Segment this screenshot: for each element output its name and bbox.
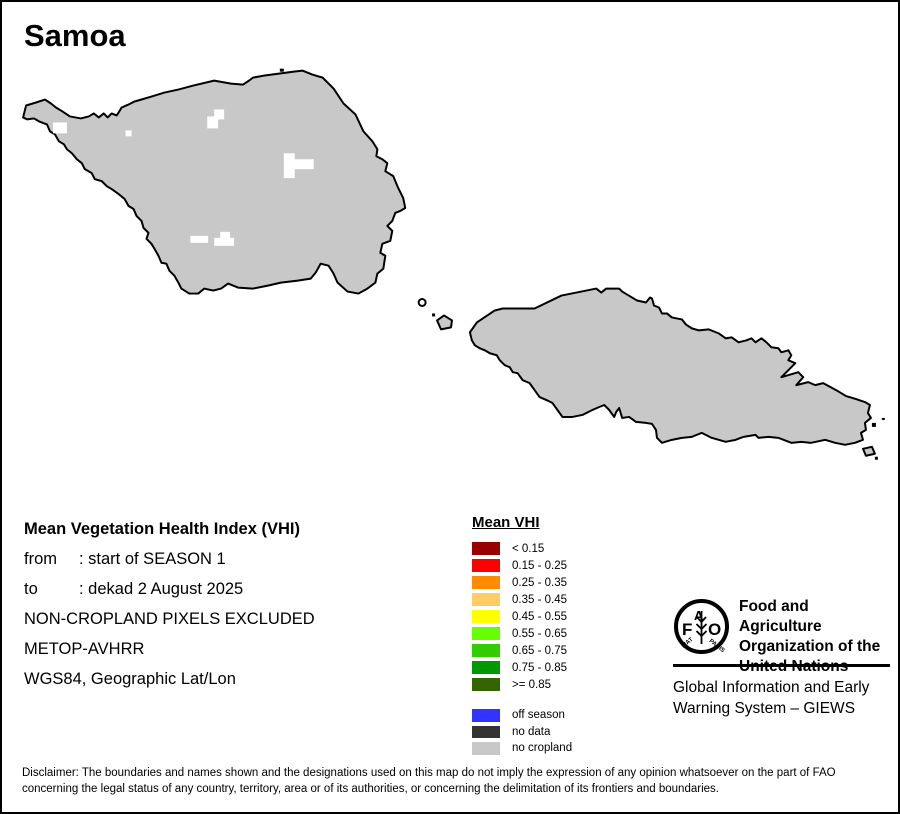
giews-subtitle-line: Warning System – GIEWS bbox=[673, 700, 856, 717]
legend-title: Mean VHI bbox=[472, 514, 540, 531]
map-info-block: Mean Vegetation Health Index (VHI) from:… bbox=[24, 514, 315, 694]
small-rock bbox=[432, 313, 436, 317]
info-row: to : dekad 2 August 2025 bbox=[24, 574, 315, 604]
info-heading: Mean Vegetation Health Index (VHI) bbox=[24, 520, 300, 538]
legend-label: < 0.15 bbox=[512, 542, 545, 555]
legend-swatch bbox=[472, 742, 500, 755]
legend-row: >= 0.85 bbox=[472, 676, 572, 693]
fao-logo-letter-o: O bbox=[708, 620, 721, 639]
legend-swatch bbox=[472, 593, 500, 606]
legend-row: 0.15 - 0.25 bbox=[472, 557, 572, 574]
savaii-north-islet bbox=[279, 68, 284, 72]
info-line: NON-CROPLAND PIXELS EXCLUDED bbox=[24, 610, 315, 628]
fao-name: Food and Agriculture Organization of the U… bbox=[739, 597, 893, 677]
legend-label: 0.45 - 0.55 bbox=[512, 610, 567, 623]
nuutele-islet bbox=[861, 445, 876, 457]
legend-classes: < 0.15 0.15 - 0.25 0.25 - 0.35 0.35 - 0.45 0… bbox=[472, 540, 572, 693]
fao-name-line: Organization of the bbox=[739, 638, 881, 655]
legend-row: 0.45 - 0.55 bbox=[472, 608, 572, 625]
legend-row: 0.65 - 0.75 bbox=[472, 642, 572, 659]
savaii-island bbox=[22, 69, 407, 295]
fao-logo-icon: F A O FIAT PANIS bbox=[674, 599, 729, 654]
legend-swatch bbox=[472, 627, 500, 640]
legend-label: 0.65 - 0.75 bbox=[512, 644, 567, 657]
savaii-excluded-pixels bbox=[52, 109, 314, 246]
info-row: from : start of SEASON 1 bbox=[24, 544, 315, 574]
legend-label: 0.75 - 0.85 bbox=[512, 661, 567, 674]
info-rows: from : start of SEASON 1 to : dekad 2 Augus… bbox=[24, 544, 315, 604]
east-rock-3 bbox=[874, 456, 878, 460]
fao-name-line: Food and Agriculture bbox=[739, 598, 822, 635]
east-rock-2 bbox=[881, 417, 885, 420]
legend-label: no cropland bbox=[512, 742, 573, 755]
wheat-ear-icon bbox=[695, 611, 708, 644]
legend-label: 0.55 - 0.65 bbox=[512, 627, 567, 640]
legend-swatch bbox=[472, 559, 500, 572]
fao-logo-letter-f: F bbox=[682, 620, 692, 639]
legend-swatch bbox=[472, 709, 500, 722]
legend-label: off season bbox=[512, 709, 565, 722]
info-row-label: to bbox=[24, 580, 38, 598]
legend-row: off season bbox=[472, 707, 572, 724]
info-row-label: from bbox=[24, 550, 57, 568]
fao-name-line: United Nations bbox=[739, 657, 893, 677]
info-row-value: : dekad 2 August 2025 bbox=[79, 580, 244, 598]
legend-swatch bbox=[472, 610, 500, 623]
legend-swatch bbox=[472, 661, 500, 674]
disclaimer: Disclaimer: The boundaries and names sho… bbox=[22, 766, 882, 797]
legend-row: < 0.15 bbox=[472, 540, 572, 557]
legend-swatch bbox=[472, 725, 500, 738]
legend-swatch bbox=[472, 678, 500, 691]
legend-label: no data bbox=[512, 725, 551, 738]
legend-swatch bbox=[472, 542, 500, 555]
legend-row: no data bbox=[472, 724, 572, 741]
disclaimer-line: Disclaimer: The boundaries and names sho… bbox=[22, 767, 836, 779]
legend-row: 0.75 - 0.85 bbox=[472, 659, 572, 676]
page-title: Samoa bbox=[24, 18, 126, 53]
manono-islet bbox=[436, 314, 453, 331]
apolima-islet bbox=[417, 298, 427, 307]
legend-swatch bbox=[472, 576, 500, 589]
legend-label: >= 0.85 bbox=[512, 678, 552, 691]
fao-divider bbox=[673, 664, 890, 667]
disclaimer-line: concerning the legal status of any count… bbox=[22, 782, 719, 795]
legend-extra: off season no data no cropland bbox=[472, 707, 572, 757]
legend-row: 0.25 - 0.35 bbox=[472, 574, 572, 591]
east-rock-1 bbox=[871, 422, 876, 427]
legend-swatch bbox=[472, 644, 500, 657]
legend-row: no cropland bbox=[472, 740, 572, 757]
legend-label: 0.15 - 0.25 bbox=[512, 559, 567, 572]
legend-label: 0.25 - 0.35 bbox=[512, 576, 567, 589]
info-line: WGS84, Geographic Lat/Lon bbox=[24, 670, 236, 688]
legend-row: 0.35 - 0.45 bbox=[472, 591, 572, 608]
info-lines: NON-CROPLAND PIXELS EXCLUDED METOP-AVHRR W… bbox=[24, 604, 315, 694]
fao-logo-letter-a: A bbox=[694, 608, 704, 623]
vhi-legend: Mean VHI < 0.15 0.15 - 0.25 0.25 - 0.35 0.3… bbox=[472, 514, 572, 757]
legend-row: 0.55 - 0.65 bbox=[472, 625, 572, 642]
legend-label: 0.35 - 0.45 bbox=[512, 593, 567, 606]
upolu-island bbox=[468, 287, 872, 446]
giews-subtitle: Global Information and Early Warning Syst… bbox=[673, 677, 869, 719]
info-row-value: : start of SEASON 1 bbox=[79, 550, 226, 568]
giews-subtitle-line: Global Information and Early bbox=[673, 679, 870, 696]
info-line: METOP-AVHRR bbox=[24, 640, 145, 658]
